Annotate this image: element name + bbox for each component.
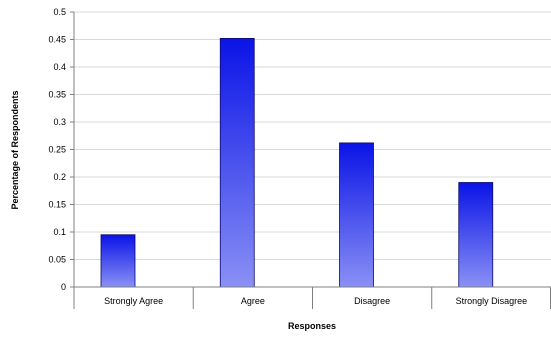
axes: [73, 12, 551, 309]
y-tick-label: 0.35: [48, 90, 66, 100]
bar: [219, 38, 255, 288]
y-tick-label: 0.3: [53, 117, 66, 127]
y-tick-label: 0.4: [53, 62, 66, 72]
bar: [339, 142, 374, 288]
y-axis-ticks: 0 0.05 0.1 0.15 0.2 0.25 0.3 0.35 0.4 0.45 0.5: [48, 7, 74, 292]
x-category-label: Strongly Agree: [104, 296, 163, 306]
gridlines: [74, 11, 551, 260]
x-axis-categories: Strongly Agree Agree Disagree Strongly Disa…: [104, 296, 527, 306]
y-tick-label: 0.5: [53, 7, 66, 17]
y-tick-label: 0.2: [53, 172, 66, 182]
y-tick-label: 0: [61, 282, 66, 292]
x-category-label: Agree: [241, 296, 265, 306]
y-axis-title: Percentage of Respondents: [10, 90, 20, 209]
bar: [458, 182, 494, 288]
y-tick-label: 0.25: [48, 145, 66, 155]
bars: [100, 38, 494, 288]
y-tick-label: 0.45: [48, 35, 66, 45]
x-category-label: Strongly Disagree: [456, 296, 528, 306]
y-tick-label: 0.1: [53, 227, 66, 237]
bar: [100, 234, 136, 288]
x-axis-title: Responses: [288, 321, 336, 331]
y-tick-label: 0.05: [48, 255, 66, 265]
x-category-label: Disagree: [354, 296, 390, 306]
y-tick-label: 0.15: [48, 200, 66, 210]
